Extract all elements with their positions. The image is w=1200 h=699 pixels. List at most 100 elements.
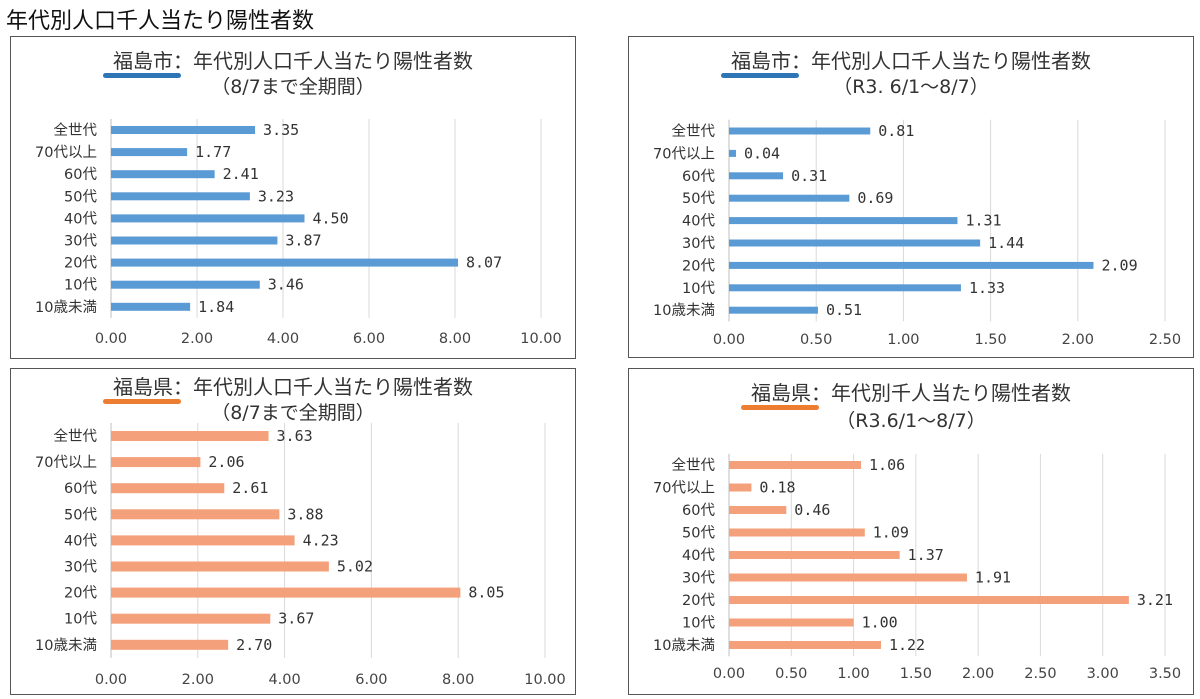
bar-chart: 0.00 0.50 1.00 1.50 2.00 2.50 3.00 3.50 全世代 1.06 7… (653, 453, 1181, 682)
x-tick-label: 1.50 (974, 332, 1006, 348)
data-label: 1.77 (195, 143, 231, 161)
category-label: 全世代 (672, 122, 716, 140)
data-label: 3.35 (263, 121, 299, 139)
category-label: 30代 (682, 570, 715, 587)
bar (729, 149, 736, 157)
data-label: 1.09 (873, 524, 909, 542)
chart-title: 福島県：年代別人口千人当たり陽性者数 (11, 375, 575, 404)
bar (111, 431, 269, 441)
bar (111, 126, 256, 134)
data-label: 3.67 (278, 610, 314, 628)
data-label: 0.81 (878, 122, 914, 140)
chart-subtitle: （R3.6/1～8/7） (836, 410, 986, 432)
chart-panel-prefecture-all-period: 福島県：年代別人口千人当たり陽性者数 （8/7まで全期間） 0.00 2.00 4.… (10, 368, 576, 695)
chart-panel-city-recent: 福島市：年代別人口千人当たり陽性者数 （R3. 6/1～8/7） 0.00 0.5… (628, 36, 1194, 358)
bar (729, 239, 981, 247)
chart-title: 福島市：年代別人口千人当たり陽性者数 (11, 49, 575, 78)
data-label: 0.18 (759, 479, 795, 497)
data-label: 2.61 (232, 479, 268, 497)
bar (111, 535, 295, 546)
bar (729, 461, 862, 469)
x-tick-label: 1.50 (900, 666, 932, 682)
bar (111, 302, 191, 311)
x-tick-label: 0.00 (95, 331, 127, 347)
category-label: 30代 (64, 559, 97, 576)
bar (729, 284, 961, 292)
category-label: 10歳未満 (653, 637, 715, 654)
data-label: 4.50 (313, 209, 349, 227)
bar (729, 551, 900, 559)
bar (111, 587, 461, 598)
bar (729, 596, 1129, 604)
category-label: 60代 (64, 480, 97, 497)
chart-panel-prefecture-recent: 福島県：年代別千人当たり陽性者数 （R3.6/1～8/7） 0.00 0.50 1.… (628, 368, 1194, 695)
bar (111, 483, 225, 494)
x-tick-label: 10.00 (520, 331, 562, 347)
x-tick-label: 8.00 (439, 331, 471, 347)
chart-title: 福島県：年代別千人当たり陽性者数 (629, 381, 1193, 410)
bar (111, 561, 329, 572)
chart-subtitle: （8/7まで全期間） (211, 76, 375, 98)
x-tick-label: 0.50 (775, 666, 807, 682)
chart-panel-city-all-period: 福島市：年代別人口千人当たり陽性者数 （8/7まで全期間） 0.00 2.00 4.… (10, 36, 576, 359)
x-tick-label: 8.00 (442, 672, 474, 688)
data-label: 2.09 (1101, 256, 1137, 274)
category-label: 10歳未満 (35, 299, 97, 316)
category-label: 40代 (64, 210, 97, 227)
data-label: 0.31 (791, 167, 827, 185)
category-label: 50代 (64, 506, 97, 523)
data-label: 1.33 (969, 279, 1005, 297)
x-tick-label: 10.00 (524, 672, 566, 688)
category-label: 70代以上 (653, 480, 715, 497)
category-label: 20代 (682, 257, 715, 274)
data-label: 1.06 (869, 456, 905, 474)
category-label: 40代 (682, 213, 715, 230)
data-label: 0.51 (826, 301, 862, 319)
category-label: 50代 (64, 188, 97, 205)
chart-subtitle: （R3. 6/1～8/7） (833, 76, 989, 98)
data-label: 2.06 (208, 453, 244, 471)
category-label: 50代 (682, 525, 715, 542)
data-label: 1.22 (889, 636, 925, 654)
city-name: 福島県 (741, 381, 819, 410)
category-label: 30代 (64, 233, 97, 250)
x-tick-label: 2.00 (182, 672, 214, 688)
x-tick-label: 2.00 (181, 331, 213, 347)
data-label: 1.84 (198, 298, 234, 316)
data-label: 4.23 (303, 531, 339, 549)
category-label: 60代 (682, 502, 715, 519)
bar (111, 236, 278, 245)
city-name: 福島市 (103, 49, 181, 78)
x-tick-label: 4.00 (267, 331, 299, 347)
data-label: 0.69 (857, 189, 893, 207)
chart-title-text: ：年代別人口千人当たり陽性者数 (173, 49, 473, 73)
category-label: 全世代 (672, 456, 716, 474)
category-label: 10歳未満 (35, 637, 97, 654)
x-tick-label: 1.00 (887, 332, 919, 348)
chart-title: 福島市：年代別人口千人当たり陽性者数 (629, 49, 1193, 78)
data-label: 2.41 (223, 165, 259, 183)
x-tick-label: 2.50 (1149, 332, 1181, 348)
category-label: 全世代 (54, 427, 98, 445)
bar (111, 280, 260, 289)
category-label: 70代以上 (35, 454, 97, 471)
bar (729, 194, 850, 202)
data-label: 1.00 (862, 614, 898, 632)
x-tick-label: 0.50 (800, 332, 832, 348)
data-label: 0.04 (744, 144, 780, 162)
x-tick-label: 0.00 (713, 666, 745, 682)
bar (111, 258, 459, 267)
bar (729, 172, 784, 180)
category-label: 50代 (682, 190, 715, 207)
bar (111, 192, 250, 201)
chart-title-text: ：年代別千人当たり陽性者数 (811, 381, 1071, 405)
city-name: 福島県 (103, 375, 181, 404)
bar (111, 509, 280, 520)
data-label: 3.23 (258, 187, 294, 205)
chart-title-text: ：年代別人口千人当たり陽性者数 (173, 375, 473, 399)
data-label: 1.31 (965, 212, 1001, 230)
category-label: 10代 (64, 277, 97, 294)
category-label: 70代以上 (35, 144, 97, 161)
data-label: 1.44 (988, 234, 1024, 252)
data-label: 5.02 (337, 558, 373, 576)
